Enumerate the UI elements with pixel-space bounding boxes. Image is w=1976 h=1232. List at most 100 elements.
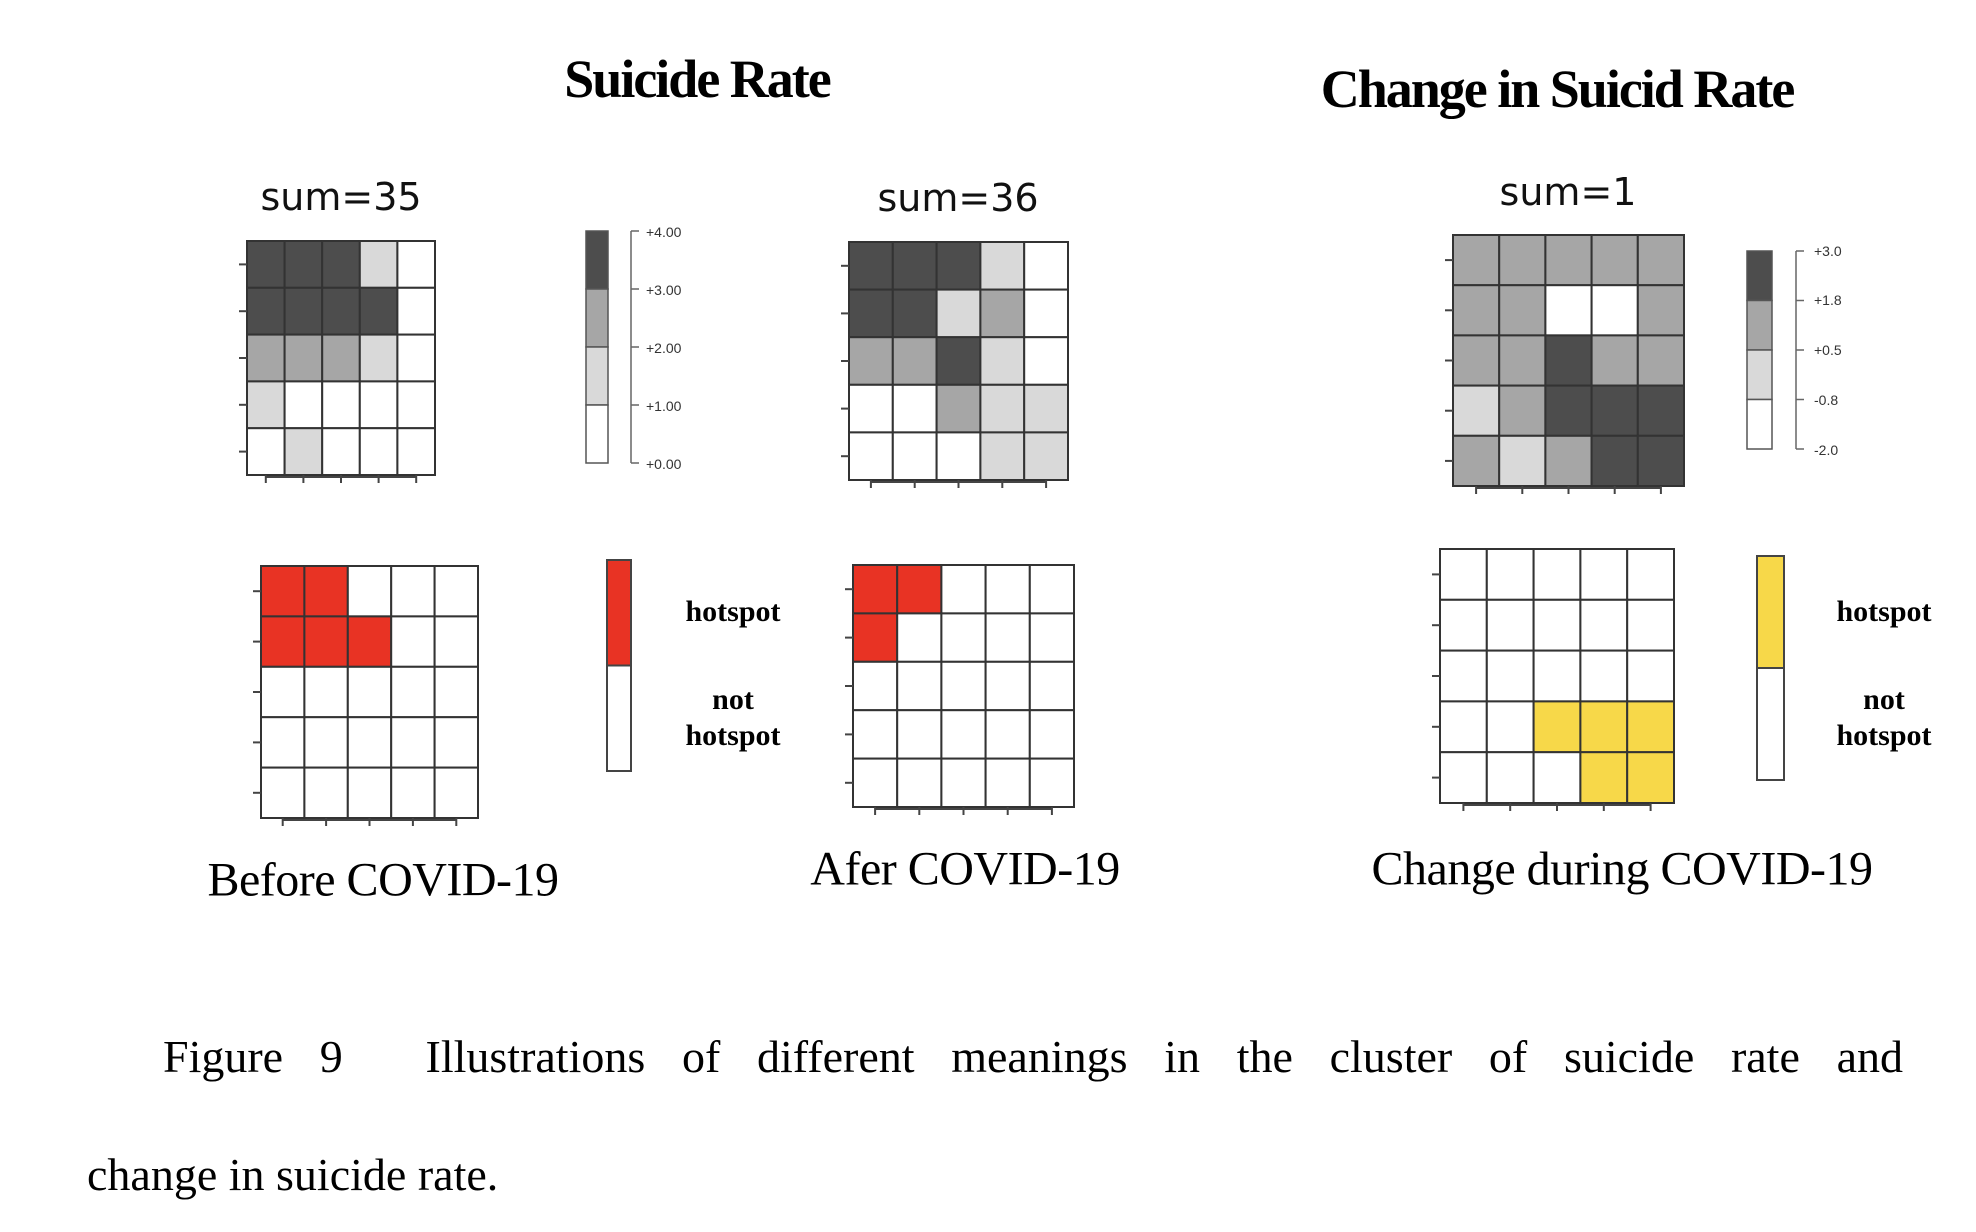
- heatmap-cell-before: [358, 333, 399, 383]
- heatmap-cell-hotspot-change: [1485, 548, 1535, 601]
- heatmap-cell-change: [1636, 334, 1686, 387]
- heatmap-cell-after: [891, 383, 938, 434]
- heatmap-cell-hotspot-after: [984, 757, 1031, 808]
- legend-tick-label: +0.00: [646, 456, 682, 472]
- change-legend-swatch: [1746, 349, 1773, 401]
- heatmap-cell-hotspot-after: [896, 564, 943, 615]
- heatmap-cell-after: [979, 288, 1026, 339]
- hotspot-legend-yellow-hotspot-swatch: [1756, 555, 1785, 669]
- rate-legend-swatch: [585, 404, 609, 464]
- title-change-in-suicide-rate: Change in Suicid Rate: [1320, 59, 1796, 119]
- heatmap-cell-hotspot-change: [1626, 649, 1675, 703]
- sum-label-change: sum=1: [1499, 170, 1637, 214]
- heatmap-cell-hotspot-change: [1532, 700, 1582, 754]
- heatmap-cell-hotspot-change: [1439, 649, 1488, 703]
- heatmap-cell-hotspot-after: [852, 660, 899, 712]
- heatmap-cell-change: [1590, 384, 1639, 437]
- heatmap-cell-hotspot-after: [940, 612, 987, 663]
- heatmap-cell-before: [283, 240, 324, 289]
- heatmap-cell-after: [848, 336, 894, 386]
- heatmap-cell-hotspot-before: [303, 665, 349, 719]
- heatmap-cell-after: [1023, 336, 1069, 386]
- heatmap-cell-hotspot-after: [896, 612, 943, 663]
- heatmap-cell-hotspot-before: [433, 766, 480, 819]
- heatmap-cell-hotspot-before: [346, 565, 393, 618]
- sum-label-before: sum=35: [260, 175, 422, 219]
- heatmap-cell-after: [1023, 241, 1069, 291]
- heatmap-cell-after: [979, 241, 1026, 291]
- heatmap-cell-hotspot-after: [896, 709, 943, 760]
- legend-tick-label: +3.0: [1814, 243, 1842, 259]
- heatmap-cell-after: [891, 241, 938, 291]
- heatmap-cell-after: [848, 431, 894, 481]
- caption-after-covid: Afer COVID-19: [810, 842, 1120, 896]
- heatmap-cell-hotspot-after: [852, 709, 899, 760]
- heatmap-cell-hotspot-after: [852, 612, 899, 663]
- heatmap-cell-after: [979, 383, 1026, 434]
- heatmap-cell-hotspot-change: [1485, 649, 1535, 703]
- heatmap-cell-after: [891, 288, 938, 339]
- heatmap-cell-change: [1590, 434, 1639, 487]
- figure-caption-line2: change in suicide rate.: [87, 1149, 499, 1200]
- heatmap-cell-hotspot-before: [390, 716, 436, 769]
- heatmap-cell-hotspot-change: [1579, 751, 1629, 805]
- not-hotspot-legend-label-line2: hotspot: [1836, 719, 1932, 752]
- heatmap-cell-hotspot-before: [390, 565, 436, 618]
- sum-label-after: sum=36: [877, 176, 1039, 220]
- heatmap-cell-before: [321, 427, 361, 477]
- caption-change-during-covid: Change during COVID-19: [1371, 842, 1873, 896]
- heatmap-cell-hotspot-before: [346, 665, 393, 719]
- heatmap-cell-before: [246, 240, 286, 289]
- heatmap-cell-hotspot-change: [1626, 700, 1675, 754]
- heatmap-cell-before: [246, 380, 286, 430]
- heatmap-cell-hotspot-before: [390, 665, 436, 719]
- heatmap-cell-after: [1023, 383, 1069, 434]
- heatmap-cell-change: [1636, 284, 1686, 337]
- title-suicide-rate: Suicide Rate: [564, 49, 831, 109]
- rate-legend-swatch: [585, 288, 609, 348]
- heatmap-cell-hotspot-after: [1028, 709, 1076, 760]
- heatmap-cell-hotspot-after: [984, 660, 1031, 712]
- heatmap-cell-hotspot-before: [303, 615, 349, 668]
- heatmap-cell-change: [1544, 284, 1593, 337]
- heatmap-cell-hotspot-before: [260, 766, 306, 819]
- heatmap-cell-change: [1452, 234, 1501, 287]
- not-hotspot-legend-label-line1: not: [712, 683, 754, 716]
- heatmap-cell-change: [1636, 234, 1686, 287]
- not-hotspot-legend-label-line2: hotspot: [685, 719, 781, 752]
- heatmap-cell-after: [1023, 431, 1069, 481]
- heatmap-cell-change: [1544, 234, 1593, 287]
- legend-tick-label: +4.00: [646, 224, 682, 240]
- heatmap-cell-before: [358, 286, 399, 336]
- heatmap-cell-change: [1544, 384, 1593, 437]
- heatmap-cell-hotspot-before: [346, 766, 393, 819]
- heatmap-cell-after: [935, 288, 982, 339]
- caption-before-covid: Before COVID-19: [207, 853, 559, 907]
- heatmap-cell-change: [1636, 384, 1686, 437]
- heatmap-cell-after: [935, 336, 982, 386]
- heatmap-cell-before: [283, 427, 324, 477]
- heatmap-cell-change: [1544, 334, 1593, 387]
- heatmap-cell-change: [1590, 284, 1639, 337]
- rate-legend-swatch: [585, 230, 609, 290]
- heatmap-cell-hotspot-after: [896, 660, 943, 712]
- heatmap-cell-after: [979, 336, 1026, 386]
- heatmap-cell-hotspot-before: [390, 615, 436, 668]
- heatmap-cell-before: [321, 380, 361, 430]
- hotspot-legend-label: hotspot: [685, 595, 781, 628]
- heatmap-cell-hotspot-after: [1028, 612, 1076, 663]
- heatmap-cell-hotspot-change: [1439, 598, 1488, 652]
- heatmap-cell-change: [1498, 334, 1547, 387]
- heatmap-cell-change: [1544, 434, 1593, 487]
- legend-tick-label: +0.5: [1814, 342, 1842, 358]
- heatmap-cell-after: [935, 431, 982, 481]
- heatmap-cell-change: [1452, 434, 1501, 487]
- heatmap-cell-hotspot-change: [1579, 598, 1629, 652]
- heatmap-cell-before: [246, 427, 286, 477]
- heatmap-cell-before: [358, 427, 399, 477]
- heatmap-cell-hotspot-after: [940, 709, 987, 760]
- heatmap-cell-hotspot-change: [1532, 598, 1582, 652]
- heatmap-cell-hotspot-after: [984, 564, 1031, 615]
- heatmap-cell-before: [396, 380, 436, 430]
- heatmap-cell-change: [1590, 334, 1639, 387]
